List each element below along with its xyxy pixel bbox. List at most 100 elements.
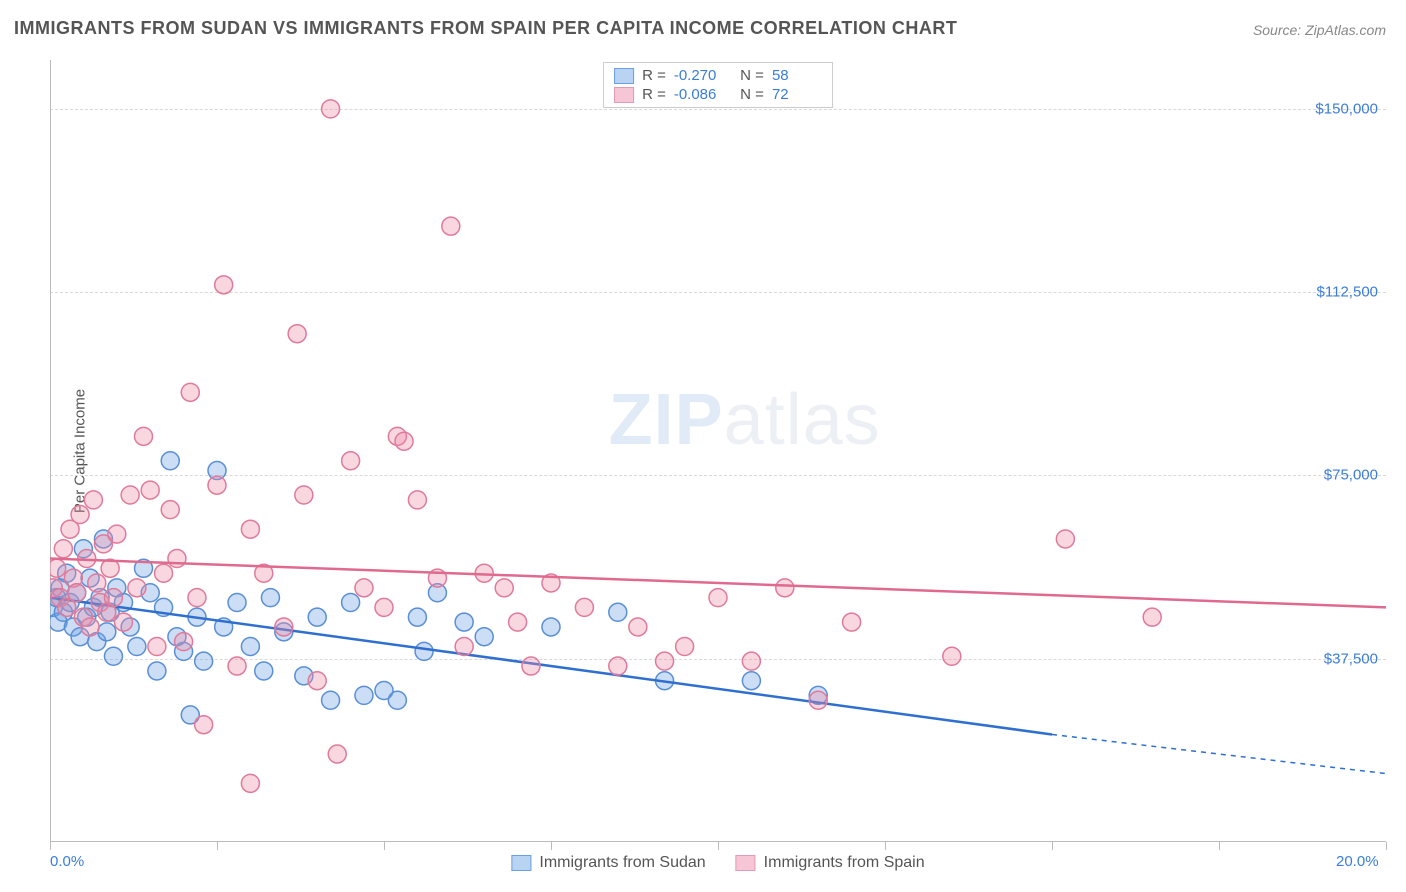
data-point xyxy=(288,325,306,343)
data-point xyxy=(355,579,373,597)
data-point xyxy=(742,672,760,690)
data-point xyxy=(1143,608,1161,626)
data-point xyxy=(275,618,293,636)
plot-region: $37,500$75,000$112,500$150,0000.0%20.0% xyxy=(50,60,1386,842)
x-tick xyxy=(217,842,218,850)
data-point xyxy=(54,540,72,558)
data-point xyxy=(228,657,246,675)
data-point xyxy=(155,564,173,582)
data-point xyxy=(495,579,513,597)
legend-swatch xyxy=(614,68,634,84)
data-point xyxy=(175,633,193,651)
legend-item: Immigrants from Sudan xyxy=(511,854,705,872)
stat-r-label: R = xyxy=(642,86,666,103)
data-point xyxy=(148,638,166,656)
data-point xyxy=(742,652,760,670)
x-tick xyxy=(718,842,719,850)
data-point xyxy=(128,638,146,656)
x-tick-label: 0.0% xyxy=(50,853,84,870)
legend-label: Immigrants from Spain xyxy=(764,854,925,872)
data-point xyxy=(121,486,139,504)
data-point xyxy=(843,613,861,631)
trend-line-extrapolated xyxy=(1052,734,1386,773)
data-point xyxy=(442,217,460,235)
data-point xyxy=(328,745,346,763)
data-point xyxy=(128,579,146,597)
data-point xyxy=(609,657,627,675)
data-point xyxy=(84,491,102,509)
x-tick xyxy=(384,842,385,850)
data-point xyxy=(261,589,279,607)
stat-r-value: -0.270 xyxy=(674,67,724,84)
data-point xyxy=(241,520,259,538)
data-point xyxy=(542,618,560,636)
x-tick xyxy=(1386,842,1387,850)
data-point xyxy=(195,716,213,734)
data-point xyxy=(455,638,473,656)
data-point xyxy=(943,647,961,665)
data-point xyxy=(108,525,126,543)
legend-stat-row: R = -0.086 N = 72 xyxy=(614,86,822,103)
data-point xyxy=(322,100,340,118)
data-point xyxy=(676,638,694,656)
data-point xyxy=(50,559,66,577)
data-point xyxy=(375,598,393,616)
data-point xyxy=(415,642,433,660)
data-point xyxy=(141,481,159,499)
data-point xyxy=(656,652,674,670)
x-tick xyxy=(1052,842,1053,850)
data-point xyxy=(104,589,122,607)
data-point xyxy=(228,594,246,612)
data-point xyxy=(168,550,186,568)
x-tick xyxy=(1219,842,1220,850)
data-point xyxy=(408,608,426,626)
stat-n-value: 58 xyxy=(772,67,822,84)
data-point xyxy=(1056,530,1074,548)
stat-r-label: R = xyxy=(642,67,666,84)
legend-swatch xyxy=(736,855,756,871)
chart-area: Per Capita Income ZIPatlas $37,500$75,00… xyxy=(50,60,1386,842)
x-tick xyxy=(551,842,552,850)
data-point xyxy=(322,691,340,709)
data-point xyxy=(509,613,527,631)
data-point xyxy=(709,589,727,607)
data-point xyxy=(455,613,473,631)
data-point xyxy=(98,623,116,641)
stat-n-label: N = xyxy=(732,67,764,84)
data-point xyxy=(195,652,213,670)
stat-r-value: -0.086 xyxy=(674,86,724,103)
data-point xyxy=(81,618,99,636)
data-point xyxy=(308,608,326,626)
stat-n-label: N = xyxy=(732,86,764,103)
data-point xyxy=(114,613,132,631)
legend-series: Immigrants from Sudan Immigrants from Spa… xyxy=(511,854,924,872)
legend-stats: R = -0.270 N = 58 R = -0.086 N = 72 xyxy=(603,62,833,108)
data-point xyxy=(255,662,273,680)
data-point xyxy=(475,628,493,646)
source-credit: Source: ZipAtlas.com xyxy=(1253,22,1386,38)
data-point xyxy=(776,579,794,597)
data-point xyxy=(629,618,647,636)
data-point xyxy=(308,672,326,690)
data-point xyxy=(181,383,199,401)
data-point xyxy=(575,598,593,616)
x-tick-label: 20.0% xyxy=(1336,853,1379,870)
data-point xyxy=(68,584,86,602)
x-tick xyxy=(885,842,886,850)
legend-swatch xyxy=(614,87,634,103)
legend-item: Immigrants from Spain xyxy=(736,854,925,872)
data-point xyxy=(104,647,122,665)
scatter-svg xyxy=(50,60,1386,842)
chart-title: IMMIGRANTS FROM SUDAN VS IMMIGRANTS FROM… xyxy=(14,18,957,39)
data-point xyxy=(241,638,259,656)
data-point xyxy=(161,501,179,519)
data-point xyxy=(188,589,206,607)
data-point xyxy=(342,452,360,470)
data-point xyxy=(135,427,153,445)
data-point xyxy=(609,603,627,621)
data-point xyxy=(88,574,106,592)
data-point xyxy=(295,486,313,504)
data-point xyxy=(71,506,89,524)
data-point xyxy=(161,452,179,470)
data-point xyxy=(408,491,426,509)
